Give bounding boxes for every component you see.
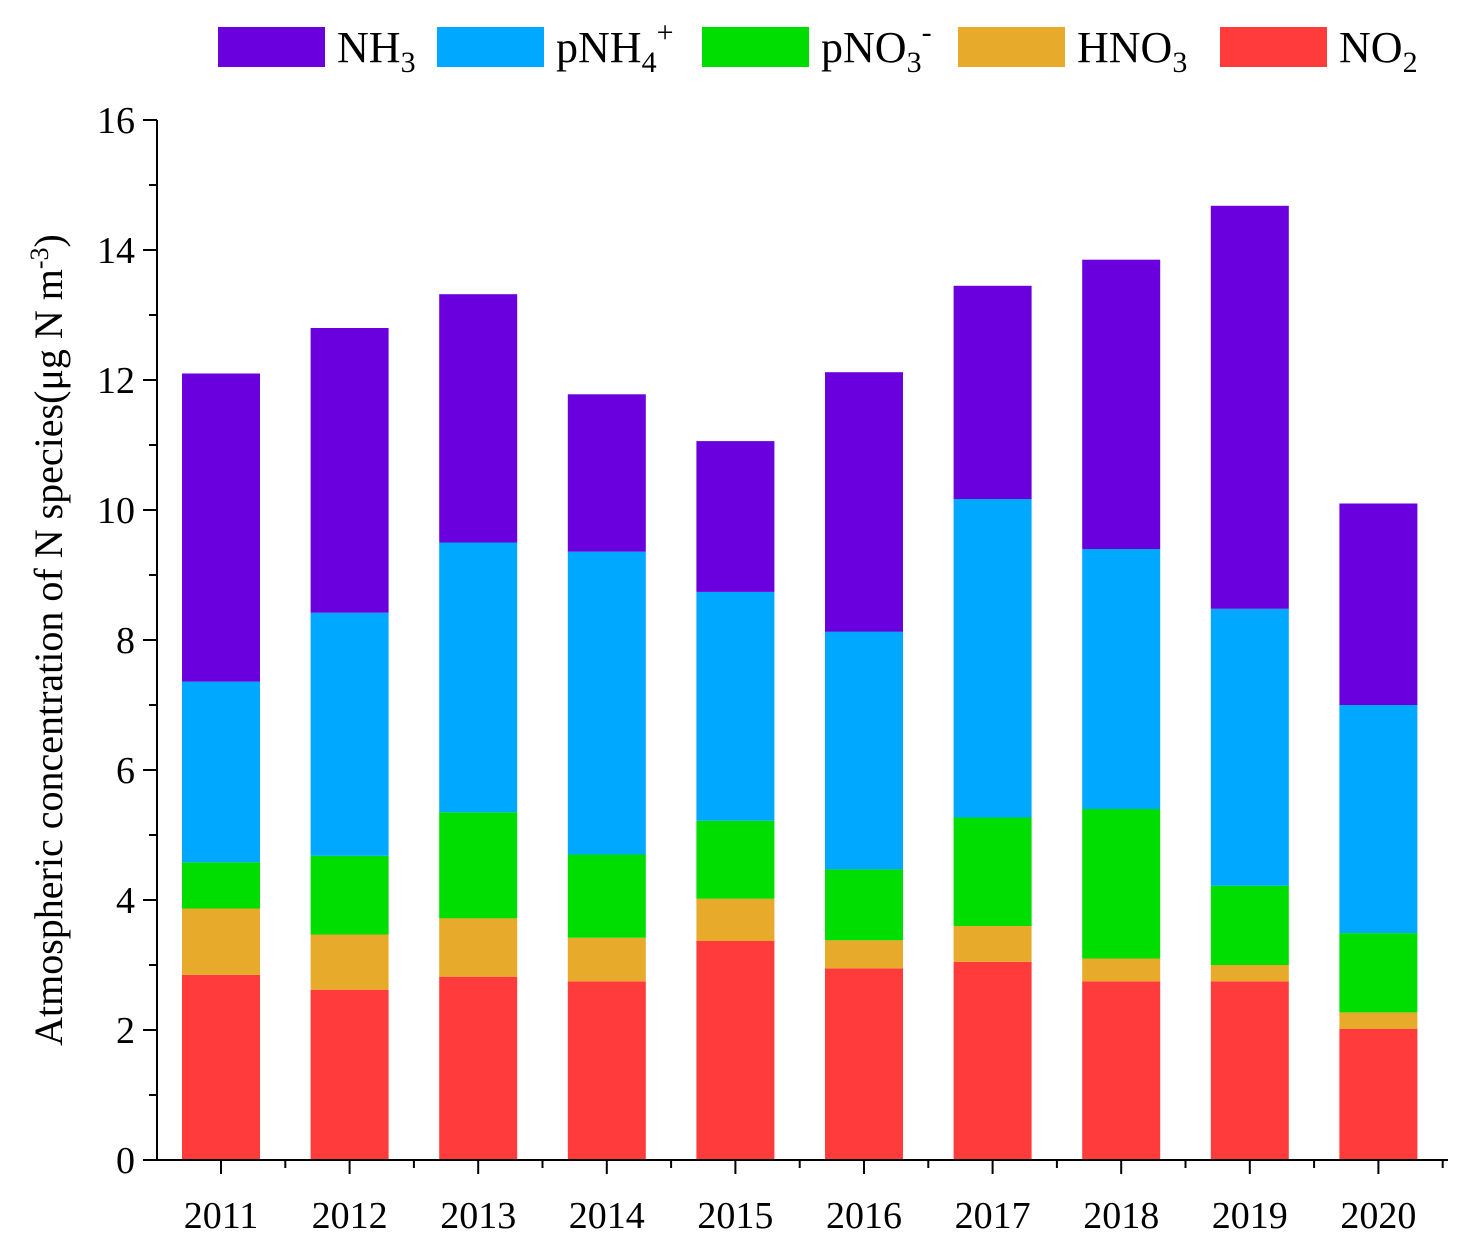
bar-NH3-2020 (1339, 503, 1418, 705)
y-tick-label: 14 (97, 230, 135, 272)
bar-pNO3--2013 (439, 812, 518, 919)
bar-NO2-2019 (1210, 981, 1289, 1161)
bar-NH3-2013 (439, 294, 518, 543)
bar-NO2-2014 (567, 981, 646, 1161)
bar-HNO3-2020 (1339, 1012, 1418, 1029)
bar-pNH4+-2017 (953, 499, 1032, 818)
bar-HNO3-2013 (439, 918, 518, 977)
x-tick-label: 2015 (697, 1195, 773, 1237)
bar-pNH4+-2014 (567, 551, 646, 855)
bar-pNO3--2011 (182, 862, 260, 909)
y-tick-label: 6 (116, 750, 135, 792)
bar-NH3-2019 (1210, 205, 1289, 609)
bar-pNH4+-2015 (696, 591, 775, 821)
legend-label-NO2: NO2 (1339, 23, 1418, 79)
bar-NO2-2012 (310, 989, 389, 1160)
bar-pNH4+-2011 (182, 681, 260, 863)
y-tick-label: 4 (116, 880, 135, 922)
y-tick-label: 8 (116, 620, 135, 662)
x-tick-label: 2020 (1340, 1195, 1416, 1237)
legend-label-pNH4+: pNH4+ (556, 16, 673, 79)
y-tick-label: 0 (116, 1140, 135, 1182)
bar-pNH4+-2016 (825, 631, 903, 870)
bar-pNO3--2018 (1082, 809, 1161, 959)
bar-pNO3--2019 (1210, 885, 1289, 965)
legend-swatch-HNO3 (958, 27, 1065, 67)
bar-NH3-2011 (182, 373, 260, 682)
bar-pNO3--2016 (825, 869, 903, 941)
x-tick-label: 2011 (184, 1195, 259, 1237)
legend-swatch-pNH4+ (437, 27, 544, 67)
bar-NO2-2011 (182, 974, 260, 1161)
bar-NO2-2015 (696, 941, 775, 1160)
legend-label-HNO3: HNO3 (1077, 23, 1187, 79)
y-tick-label: 2 (116, 1010, 135, 1052)
x-tick-label: 2018 (1083, 1195, 1159, 1237)
bar-NH3-2014 (567, 394, 646, 552)
bar-NH3-2016 (825, 372, 903, 632)
bar-pNH4+-2020 (1339, 705, 1418, 934)
bar-pNH4+-2012 (310, 612, 389, 856)
bar-NH3-2017 (953, 285, 1032, 499)
legend-swatch-NO2 (1220, 27, 1327, 67)
legend-label-NH3: NH3 (337, 23, 416, 79)
bar-pNO3--2015 (696, 820, 775, 899)
legend-swatch-pNO3- (702, 27, 809, 67)
bar-pNO3--2017 (953, 817, 1032, 926)
bar-NH3-2018 (1082, 259, 1161, 549)
bar-NO2-2017 (953, 961, 1032, 1161)
y-tick-label: 12 (97, 360, 135, 402)
bar-pNO3--2012 (310, 855, 389, 935)
bar-HNO3-2014 (567, 937, 646, 982)
legend-swatch-NH3 (218, 27, 325, 67)
y-axis: 0 2 4 6 8 10 12 14 16 (97, 100, 158, 1182)
bar-HNO3-2017 (953, 926, 1032, 962)
y-tick-label: 10 (97, 490, 135, 532)
legend-label-pNO3-: pNO3- (821, 16, 932, 79)
bar-NO2-2013 (439, 976, 518, 1160)
bar-HNO3-2012 (310, 934, 389, 990)
bar-NH3-2012 (310, 328, 389, 613)
bar-pNH4+-2013 (439, 542, 518, 813)
bar-pNH4+-2018 (1082, 549, 1161, 809)
bar-HNO3-2011 (182, 908, 260, 975)
y-axis-title-sup: -3 (25, 247, 54, 269)
bar-NO2-2016 (825, 968, 903, 1161)
x-tick-label: 2013 (440, 1195, 516, 1237)
x-axis: 2011 2012 2013 2014 2015 2016 2017 2018 2019 2020 (157, 1159, 1448, 1237)
y-tick-label: 16 (97, 100, 135, 142)
x-tick-label: 2014 (569, 1195, 645, 1237)
bar-HNO3-2015 (696, 898, 775, 941)
bar-NO2-2018 (1082, 981, 1161, 1161)
y-axis-title-main: Atmospheric concentration of N species(μ… (26, 269, 71, 1046)
bar-pNO3--2014 (567, 854, 646, 938)
y-axis-title-close: ) (26, 234, 71, 247)
bar-pNH4+-2019 (1210, 608, 1289, 886)
bar-HNO3-2019 (1210, 965, 1289, 982)
bars (182, 205, 1418, 1161)
x-tick-label: 2012 (312, 1195, 388, 1237)
x-tick-label: 2017 (955, 1195, 1031, 1237)
legend: NH3 pNH4+ pNO3- HNO3 NO2 (218, 16, 1418, 79)
bar-NH3-2015 (696, 441, 775, 592)
x-tick-label: 2016 (826, 1195, 902, 1237)
bar-HNO3-2018 (1082, 958, 1161, 982)
y-axis-title: Atmospheric concentration of N species(μ… (25, 234, 72, 1046)
bar-pNO3--2020 (1339, 933, 1418, 1013)
bar-HNO3-2016 (825, 940, 903, 969)
x-tick-label: 2019 (1212, 1195, 1288, 1237)
bar-NO2-2020 (1339, 1028, 1418, 1160)
